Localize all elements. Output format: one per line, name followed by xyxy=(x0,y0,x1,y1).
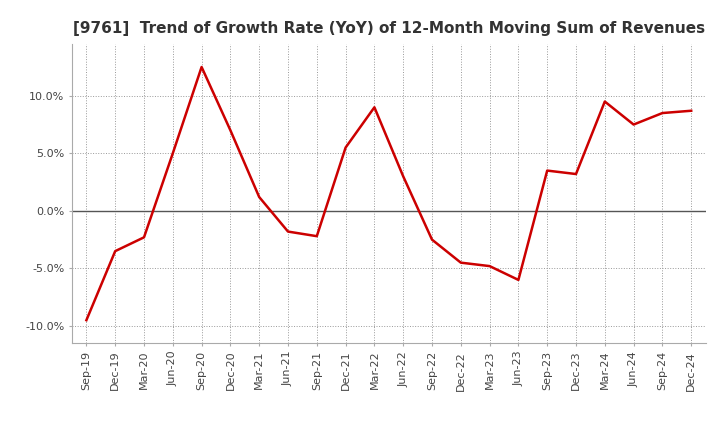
Title: [9761]  Trend of Growth Rate (YoY) of 12-Month Moving Sum of Revenues: [9761] Trend of Growth Rate (YoY) of 12-… xyxy=(73,21,705,36)
